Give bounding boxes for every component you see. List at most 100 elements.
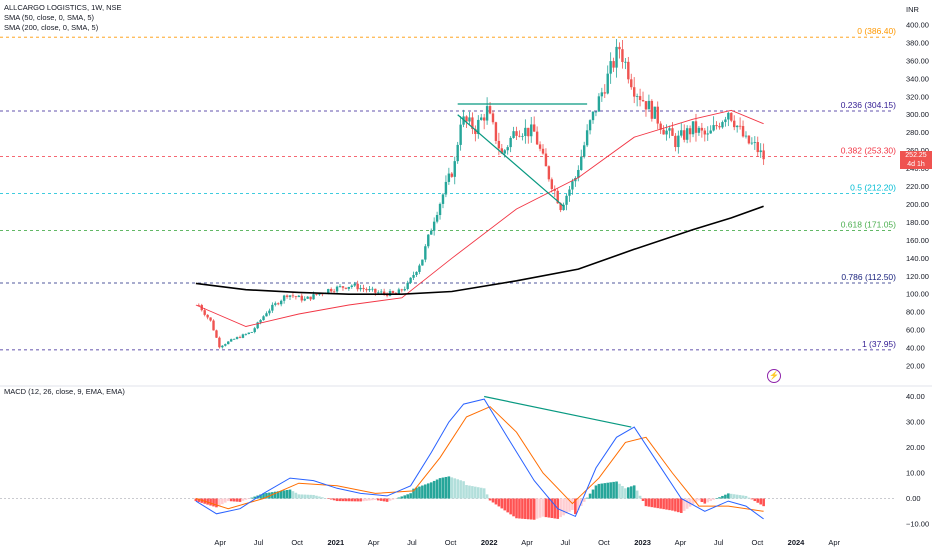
time-axis[interactable]: Apr Jul Oct 2021 Apr Jul Oct 2022 Apr Jul Oct 2023 A… (214, 538, 840, 547)
candle-body (683, 130, 686, 140)
macd-histogram-bar (629, 486, 633, 499)
macd-histogram-bar (544, 498, 548, 518)
macd-tick-label: 10.00 (906, 469, 925, 478)
candle-body (232, 338, 236, 340)
candle-body (618, 46, 621, 50)
fibonacci-retracement[interactable]: 0 (386.40) 0.236 (304.15) 0.382 (253.30) 0.… (0, 26, 896, 351)
candle-body (656, 106, 659, 124)
macd-histogram-bar (385, 498, 389, 502)
candle-body (430, 230, 433, 235)
macd-histogram-bar (491, 498, 495, 503)
candle-body (532, 124, 536, 132)
candle-body (374, 288, 377, 293)
macd-histogram-bar (547, 498, 551, 518)
macd-histogram-bar (418, 486, 421, 499)
candle-body (268, 310, 271, 314)
candle-body (274, 303, 277, 305)
candle-body (227, 341, 230, 345)
macd-histogram-bar (597, 483, 601, 499)
candle-body (432, 221, 436, 231)
time-tick-label: Jul (560, 538, 570, 547)
candle-body (577, 169, 580, 178)
candle-body (650, 100, 654, 119)
macd-histogram-bar (691, 498, 695, 505)
lightning-icon[interactable]: ⚡ (767, 369, 781, 383)
macd-histogram-bar (244, 498, 248, 500)
macd-histogram-bar (594, 485, 598, 499)
candle-body (747, 135, 751, 144)
candle-body (365, 289, 368, 291)
macd-histogram-bar (615, 481, 618, 499)
macd-histogram-bar (391, 498, 395, 500)
macd-histogram-bar (291, 491, 295, 499)
price-tick-label: 80.00 (906, 308, 925, 317)
candle-body (279, 300, 283, 305)
macd-histogram-bar (265, 492, 268, 499)
candle-body (412, 275, 415, 278)
macd-histogram-bar (288, 489, 292, 499)
price-tick-label: 360.00 (906, 56, 929, 65)
candle-body (753, 142, 757, 143)
macd-histogram-bar (397, 497, 401, 499)
price-tick-label: 220.00 (906, 182, 929, 191)
candle-body (447, 173, 451, 182)
fib-level-label: 0.236 (304.15) (841, 100, 896, 110)
macd-histogram-bar (632, 485, 636, 499)
macd-histogram-bar (535, 498, 539, 519)
macd-histogram-bar (388, 498, 392, 501)
candle-body (638, 96, 642, 101)
macd-histogram-bar (341, 498, 345, 502)
legend-sma50: SMA (50, close, 0, SMA, 5) (4, 13, 95, 22)
time-tick-label: Jul (407, 538, 417, 547)
macd-histogram-bar (715, 498, 718, 499)
macd-histogram-bar (603, 483, 607, 499)
macd-histogram-bar (647, 498, 651, 507)
price-tick-label: 100.00 (906, 290, 929, 299)
macd-histogram-bar (379, 498, 383, 501)
macd-divergence-trendline[interactable] (484, 395, 632, 428)
macd-histogram-bar (324, 498, 327, 499)
macd-histogram-bar (582, 498, 586, 502)
macd-histogram-bar (253, 496, 257, 499)
candle-body (350, 285, 353, 287)
macd-histogram-bar (482, 488, 486, 499)
macd-pane (0, 395, 894, 520)
macd-histogram-bar (703, 498, 707, 504)
time-tick-label: Oct (291, 538, 304, 547)
trendlines[interactable] (457, 103, 588, 207)
macd-histogram-bar (465, 485, 468, 499)
candle-body (700, 127, 704, 131)
macd-histogram-bar (506, 498, 510, 513)
macd-histogram-bar (518, 498, 521, 519)
macd-axis[interactable]: 40.00 30.00 20.00 10.00 0.00 −10.00 (906, 392, 929, 529)
candle-body (659, 123, 662, 130)
trendline[interactable] (457, 114, 564, 207)
macd-histogram-bar (568, 498, 571, 512)
time-tick-label: Oct (445, 538, 458, 547)
time-tick-label: 2024 (788, 538, 806, 547)
macd-histogram-bar (591, 489, 595, 499)
candle-body (574, 177, 577, 182)
price-tick-label: 20.00 (906, 362, 925, 371)
macd-histogram-bar (665, 498, 668, 510)
macd-histogram-bar (374, 498, 377, 500)
candle-body (332, 291, 336, 293)
candle-body (197, 304, 201, 306)
sma50-line (195, 109, 764, 327)
macd-histogram-bar (221, 498, 224, 505)
macd-histogram-bar (197, 498, 201, 502)
candle-body (600, 92, 604, 97)
candle-body (644, 101, 648, 110)
candle-body (544, 153, 548, 167)
macd-histogram-bar (565, 498, 568, 514)
candle-body (341, 286, 345, 288)
candle-body (312, 294, 315, 300)
price-axis[interactable]: 20.00 40.00 60.00 80.00 100.00 120.00 140.00 16… (906, 21, 929, 371)
moving-averages (195, 109, 764, 327)
legend-sma200: SMA (200, close, 0, SMA, 5) (4, 23, 99, 32)
fib-level-label: 0.382 (253.30) (841, 146, 896, 156)
candle-body (229, 339, 233, 342)
candle-body (418, 265, 421, 272)
fib-level-label: 0.5 (212.20) (850, 183, 896, 193)
